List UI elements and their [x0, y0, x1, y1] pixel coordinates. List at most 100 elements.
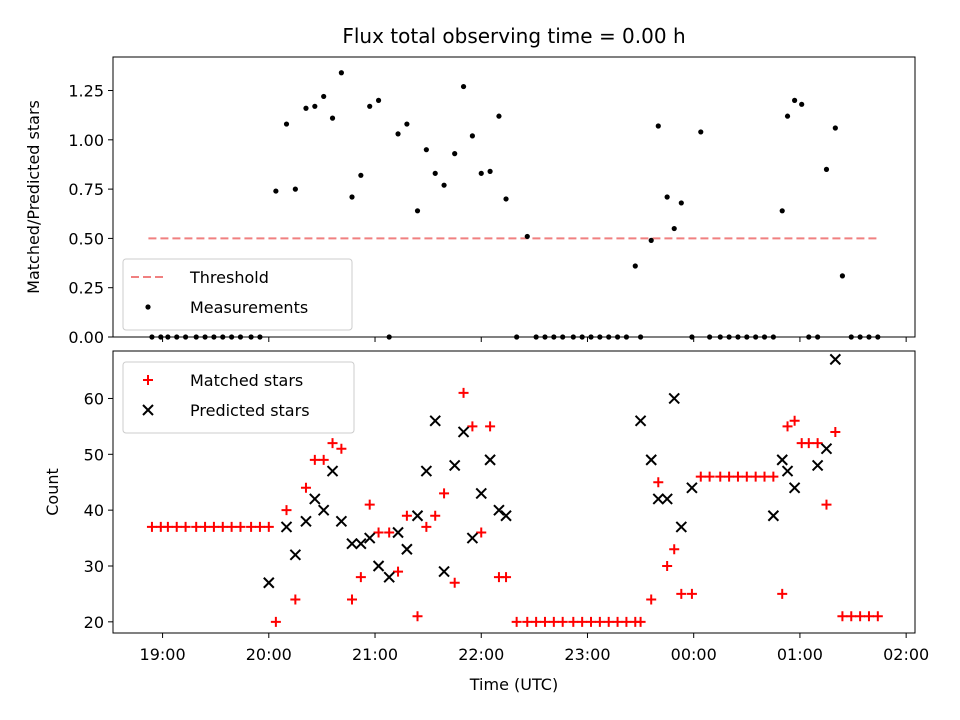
measurement-point [503, 196, 509, 202]
matched-point [200, 521, 211, 532]
measurement-point [460, 83, 467, 90]
matched-point [246, 521, 257, 532]
matched-point [789, 415, 800, 426]
matched-point [254, 521, 265, 532]
predicted-point [263, 577, 275, 589]
measurement-point [358, 172, 364, 178]
matched-point [837, 611, 848, 622]
predicted-point [645, 454, 657, 466]
matched-point [577, 616, 588, 627]
predicted-point [668, 392, 680, 405]
matched-point [458, 387, 469, 398]
matched-point [401, 510, 412, 521]
predicted-point [781, 465, 794, 477]
measurement-point [283, 121, 290, 127]
measurement-point [469, 133, 475, 139]
predicted-point [392, 526, 404, 539]
matched-point [759, 471, 770, 482]
x-tick-label: 23:00 [564, 645, 610, 664]
matched-point [715, 471, 726, 482]
matched-point [777, 588, 788, 599]
measurement-point [698, 129, 704, 135]
predicted-point [289, 549, 302, 561]
matched-point [812, 438, 823, 449]
measurement-point [321, 93, 327, 100]
matched-point [855, 611, 866, 622]
legend-box [122, 361, 355, 434]
measurement-point [779, 208, 785, 214]
measurement-point [799, 101, 805, 107]
matched-point [662, 560, 673, 571]
legend-measurement-swatch [145, 304, 151, 310]
matched-point [476, 527, 487, 538]
matched-point [603, 616, 614, 627]
predicted-point [346, 537, 358, 550]
measurement-point [632, 263, 638, 269]
predicted-point [309, 493, 321, 505]
y-tick-label: 0.00 [68, 328, 104, 347]
matched-point [347, 594, 358, 605]
y-tick-label: 0.50 [68, 229, 104, 248]
matched-point [686, 588, 697, 599]
matched-point [421, 521, 432, 532]
measurement-point [792, 97, 798, 103]
matched-point [162, 521, 173, 532]
predicted-point [475, 487, 487, 500]
predicted-point [335, 515, 348, 528]
legend: Matched stars Predicted stars [122, 361, 355, 434]
matched-point [872, 611, 883, 622]
matched-point [539, 616, 550, 627]
matched-point [522, 616, 533, 627]
predicted-point [355, 537, 367, 550]
matched-point [217, 521, 228, 532]
predicted-point [429, 415, 441, 427]
measurement-point [423, 147, 429, 153]
matched-point [355, 572, 366, 583]
predicted-point [820, 443, 833, 455]
measurement-point [292, 186, 298, 192]
measurement-point [273, 188, 279, 194]
predicted-point [448, 459, 461, 472]
x-tick-label: 00:00 [671, 645, 717, 664]
y-tick-label: 60 [84, 389, 104, 408]
measurement-point [823, 166, 830, 172]
matched-point [635, 616, 646, 627]
matched-point [384, 527, 395, 538]
measurement-point [487, 168, 493, 174]
x-tick-label: 01:00 [777, 645, 823, 664]
matched-point [327, 438, 338, 449]
measurement-point [832, 125, 838, 131]
matched-point [724, 471, 735, 482]
predicted-point [811, 459, 824, 472]
matched-point [695, 471, 706, 482]
matched-point [557, 616, 568, 627]
matched-point [732, 471, 743, 482]
matched-point [449, 577, 460, 588]
measurement-point [349, 194, 355, 200]
predicted-point [401, 543, 413, 555]
matched-point [646, 594, 657, 605]
y-tick-label: 40 [84, 501, 104, 520]
matched-point [821, 499, 832, 510]
x-tick-label: 21:00 [352, 645, 398, 664]
predicted-point [634, 415, 647, 427]
chart-title: Flux total observing time = 0.00 h [342, 24, 685, 48]
measurement-point [312, 103, 318, 109]
matched-point [309, 454, 320, 465]
measurement-point [664, 194, 670, 200]
measurement-point [784, 113, 791, 119]
top-panel: Flux total observing time = 0.00 h 0.00 0.… [24, 24, 916, 347]
matched-point [263, 521, 274, 532]
predicted-point [364, 532, 376, 544]
predicted-point [484, 454, 496, 466]
measurement-point [678, 200, 684, 206]
y-tick-label: 50 [84, 445, 104, 464]
predicted-point [300, 515, 312, 528]
matched-point [830, 426, 841, 437]
legend-matched-swatch [143, 375, 153, 385]
matched-point [226, 521, 237, 532]
predicted-point [788, 482, 801, 494]
legend-label: Measurements [190, 298, 308, 317]
matched-point [568, 616, 579, 627]
